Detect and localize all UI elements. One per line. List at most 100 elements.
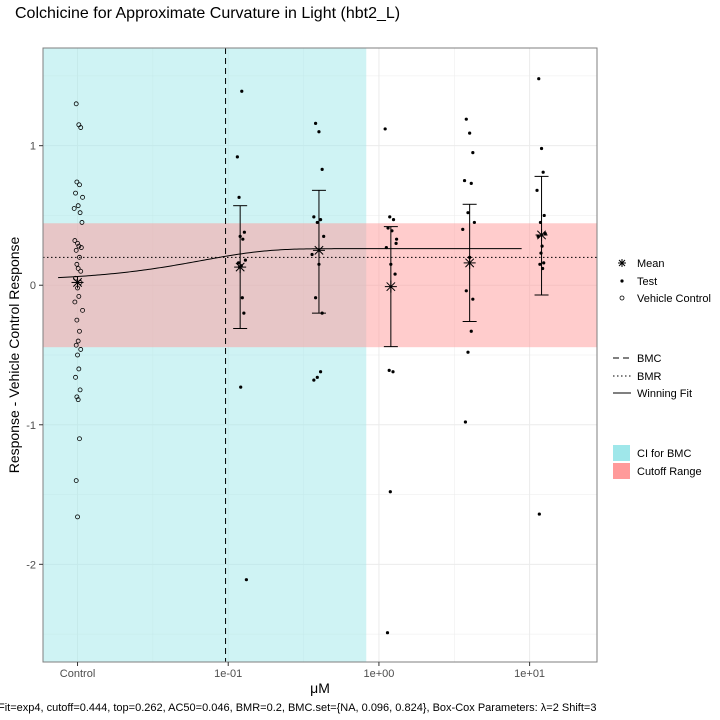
mean-marker [463, 256, 476, 269]
cutoff-range-band [43, 223, 597, 348]
vehicle-control-point [73, 190, 78, 196]
test-point [539, 251, 543, 255]
vehicle-control-point [78, 268, 84, 274]
vehicle-control-point [75, 266, 81, 271]
y-axis-label: Response - Vehicle Control Response [6, 236, 22, 473]
vehicle-control-point [73, 101, 79, 107]
chart-title: Colchicine for Approximate Curvature in … [15, 5, 400, 22]
test-point [384, 245, 388, 250]
test-point [538, 262, 542, 266]
legend-vehicle-key [619, 295, 625, 301]
vehicle-control-point [73, 374, 78, 380]
vehicle-control-point [76, 366, 82, 372]
y-tick-label: 0 [30, 280, 36, 292]
test-point [318, 218, 323, 222]
test-point [464, 289, 468, 293]
test-point [244, 578, 248, 582]
vehicle-control-point [73, 478, 79, 483]
test-point [393, 272, 397, 276]
test-point [318, 370, 323, 374]
plot-area [42, 47, 598, 663]
test-point [469, 181, 473, 185]
mean-marker-stroke [386, 282, 396, 292]
test-point [239, 385, 243, 389]
vehicle-control-point [72, 238, 78, 243]
x-axis-label: μM [310, 680, 330, 696]
test-point [313, 121, 318, 125]
test-point [320, 167, 324, 172]
vehicle-control-point [77, 182, 82, 188]
test-point [471, 151, 475, 155]
vehicle-control-point [78, 347, 84, 352]
y-axis: -2 -1 0 1 [26, 141, 43, 571]
test-point [235, 155, 239, 159]
test-point [466, 350, 470, 354]
test-point [315, 220, 319, 225]
vehicle-control-point [74, 261, 80, 267]
vehicle-control-point [75, 240, 80, 246]
vehicle-control-point [79, 220, 85, 225]
chart-caption: Fit=exp4, cutoff=0.444, top=0.262, AC50=… [0, 702, 596, 714]
test-point [391, 370, 395, 374]
test-point [243, 258, 247, 262]
test-point [394, 241, 398, 245]
vehicle-control-point [71, 206, 77, 211]
test-point [469, 329, 473, 333]
mean-marker-stroke [314, 245, 324, 255]
legend-mean-key [618, 259, 626, 267]
vehicle-control-point [78, 125, 84, 130]
vehicle-control-point [75, 352, 80, 358]
test-point [472, 220, 476, 225]
vehicle-control-point [77, 436, 82, 442]
y-tick-label: -1 [26, 420, 36, 432]
mean-marker-stroke [235, 262, 245, 272]
test-point [315, 375, 319, 379]
vehicle-control-point [74, 394, 80, 400]
vehicle-control-point [76, 243, 82, 249]
mean-marker [535, 228, 548, 241]
test-point [543, 231, 547, 236]
test-point [541, 170, 545, 174]
test-point [388, 490, 392, 494]
test-point [391, 218, 396, 222]
vehicle-control-point [77, 387, 83, 393]
legend-label-bmr: BMR [637, 371, 662, 383]
test-point [540, 244, 544, 248]
vehicle-control-point [74, 179, 80, 185]
vehicle-control-point [77, 254, 82, 260]
vehicle-control-point [78, 245, 84, 250]
vehicle-control-point [73, 247, 79, 253]
test-point [387, 368, 391, 372]
vehicle-control-point [75, 338, 81, 344]
test-point [394, 237, 399, 241]
test-point [236, 261, 241, 265]
vehicle-control-point [80, 307, 85, 313]
test-point [542, 213, 546, 218]
test-point [312, 215, 316, 219]
vehicle-control-point [74, 317, 80, 323]
test-point [242, 311, 246, 315]
test-point [312, 378, 316, 382]
legend-label-bmc: BMC [637, 353, 662, 365]
test-point [388, 215, 392, 219]
vehicle-control-point [75, 514, 80, 520]
vehicle-control-point [77, 328, 82, 334]
test-point [383, 127, 387, 131]
legend-label-vehicle: Vehicle Control [637, 293, 711, 305]
test-point [461, 227, 465, 232]
test-point [464, 117, 468, 121]
test-point [468, 131, 472, 135]
legend-cutoff-key [613, 463, 630, 479]
vehicle-control-point [75, 203, 81, 209]
mean-marker [71, 276, 84, 289]
y-tick-label: -2 [26, 559, 36, 571]
test-point [240, 296, 244, 300]
test-point [240, 89, 244, 93]
test-point [385, 631, 390, 635]
mean-marker-stroke [465, 258, 475, 268]
test-point [537, 512, 541, 516]
test-point [310, 252, 314, 257]
test-point [317, 130, 321, 134]
test-point [322, 234, 326, 238]
